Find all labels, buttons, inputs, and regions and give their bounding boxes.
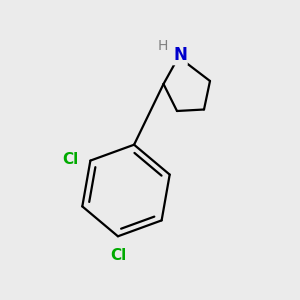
Text: Cl: Cl [62,152,78,166]
Text: H: H [158,39,168,52]
Text: N: N [173,46,187,64]
Text: Cl: Cl [110,248,126,263]
